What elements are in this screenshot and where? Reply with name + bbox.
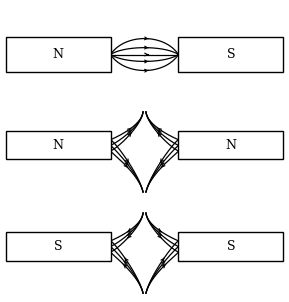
Bar: [6, 37, 110, 72]
Bar: [179, 131, 283, 159]
Text: N: N: [53, 48, 64, 61]
Bar: [6, 131, 110, 159]
Bar: [179, 37, 283, 72]
Text: S: S: [227, 48, 235, 61]
Text: N: N: [225, 139, 236, 152]
Text: S: S: [54, 240, 62, 253]
Bar: [6, 233, 110, 261]
Bar: [179, 233, 283, 261]
Text: N: N: [53, 139, 64, 152]
Text: S: S: [227, 240, 235, 253]
